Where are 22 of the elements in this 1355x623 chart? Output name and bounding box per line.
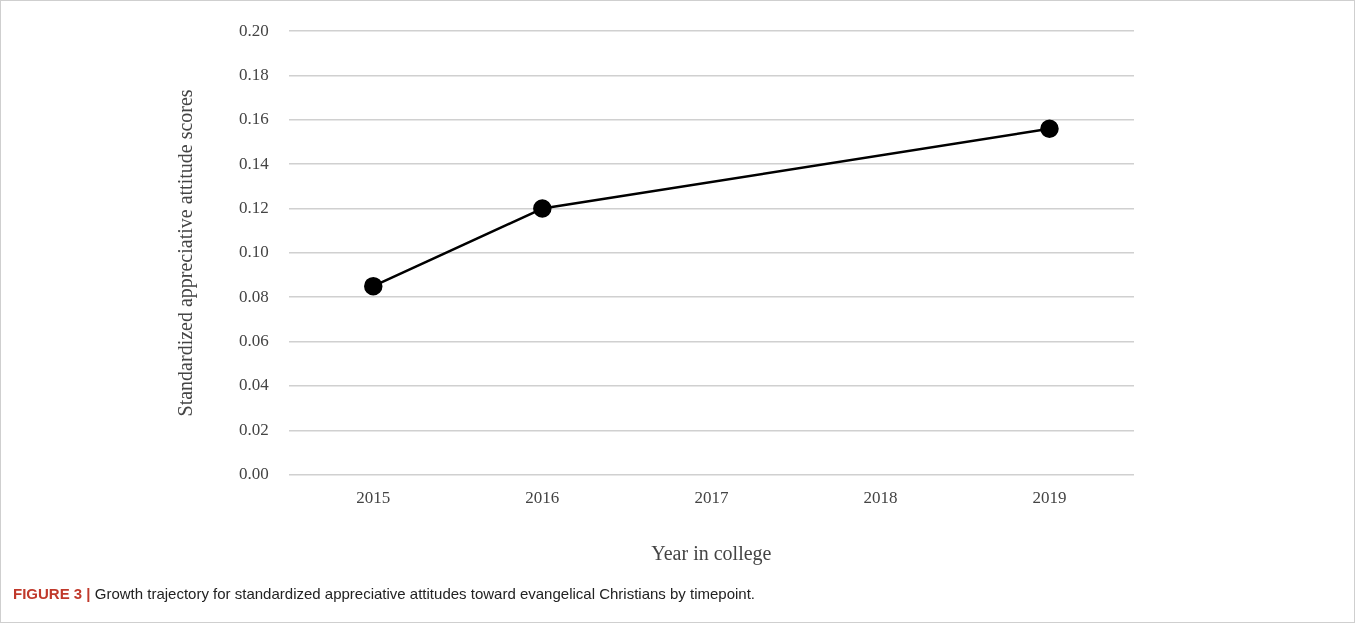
x-tick-label: 2018 (863, 488, 898, 508)
point (364, 276, 383, 296)
y-tick-label: 0.06 (239, 331, 269, 351)
x-tick-label: 2015 (356, 488, 391, 508)
caption: FIGURE 3 | Growth trajectory for standardized appreciative attitudes toward evangelical Christians by timepoint. (13, 585, 756, 602)
y-tick-label: 0.18 (239, 65, 269, 85)
y-tick-label: 0.20 (239, 20, 269, 40)
point (1040, 119, 1059, 138)
x-tick-label: 2017 (694, 488, 729, 508)
x-axis-title: Year in college (651, 542, 772, 566)
y-tick-label: 0.16 (239, 109, 269, 129)
y-tick-label: 0.14 (239, 153, 270, 173)
y-axis-title: Standardized appreciative attitude scores (174, 89, 198, 417)
y-tick-label: 0.10 (239, 242, 269, 262)
y-tick-label: 0.04 (239, 375, 270, 395)
y-tick-label: 0.12 (239, 198, 269, 218)
x-tick-label: 2019 (1032, 488, 1067, 508)
y-tick-label: 0.02 (239, 419, 269, 439)
point (533, 199, 552, 218)
x-tick-label: 2016 (525, 488, 560, 508)
y-tick-label: 0.00 (239, 464, 269, 484)
y-tick-label: 0.08 (239, 286, 269, 306)
